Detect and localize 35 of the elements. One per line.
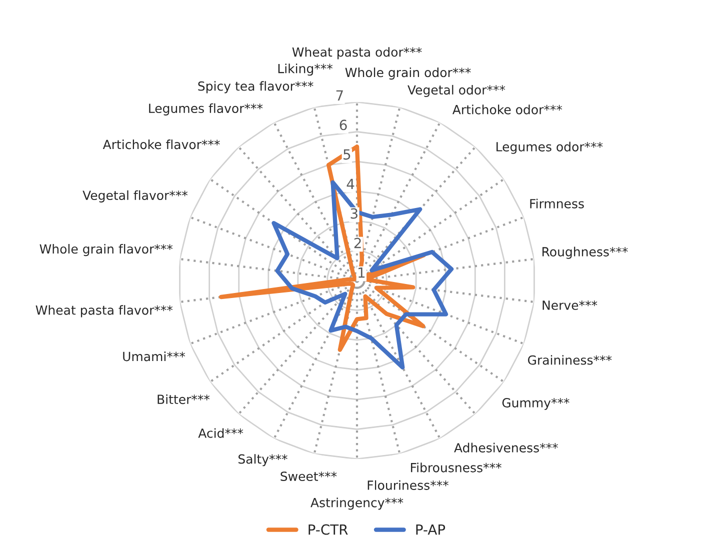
spoke-label: Vegetal odor*** [408,84,506,98]
y-tick-label: 1 [358,267,365,278]
y-tick-label: 4 [346,178,354,190]
spoke-label: Adhesiveness*** [454,442,558,452]
spoke-label: Whole grain flavor*** [40,244,173,256]
y-tick-label: 7 [336,90,343,100]
spoke-label: Gummy*** [502,398,570,410]
spoke-label: Umami*** [123,352,186,362]
spoke-label: Fibrousness*** [410,462,502,472]
spoke-label: Spicy tea flavor*** [198,81,314,94]
spoke-label: Flouriness*** [368,480,448,490]
spoke-label: Graininess*** [528,355,612,365]
legend-label: P-CTR [308,524,348,535]
y-tick-label: 6 [340,120,347,130]
spoke-label: Wheat pasta flavor*** [36,305,173,318]
spoke-label: Sweet*** [280,472,337,482]
y-tick-label: 2 [354,238,361,248]
legend-label: P-AP [416,524,446,535]
spoke-label: Vegetal flavor*** [82,190,188,202]
spoke-label: Legumes odor*** [496,142,603,154]
spoke-label: Firmness [530,198,584,208]
spoke-label: Wheat pasta odor*** [292,47,422,60]
spoke-label: Artichoke flavor*** [102,140,220,150]
y-tick-label: 5 [344,149,350,160]
spoke-label: Acid*** [198,428,244,438]
spoke-label: Bitter*** [158,394,210,404]
spoke-label: Legumes flavor*** [149,103,263,116]
spoke-label: Nerve*** [542,300,598,310]
y-tick-label: 3 [350,208,358,219]
spoke-label: Artichoke odor*** [452,104,562,114]
spoke-label: Liking*** [278,64,333,76]
spoke-label: Whole grain odor*** [345,68,471,80]
spoke-label: Roughness*** [542,246,628,259]
spoke-label: Astringency*** [310,498,404,510]
spoke-label: Salty*** [238,454,288,466]
